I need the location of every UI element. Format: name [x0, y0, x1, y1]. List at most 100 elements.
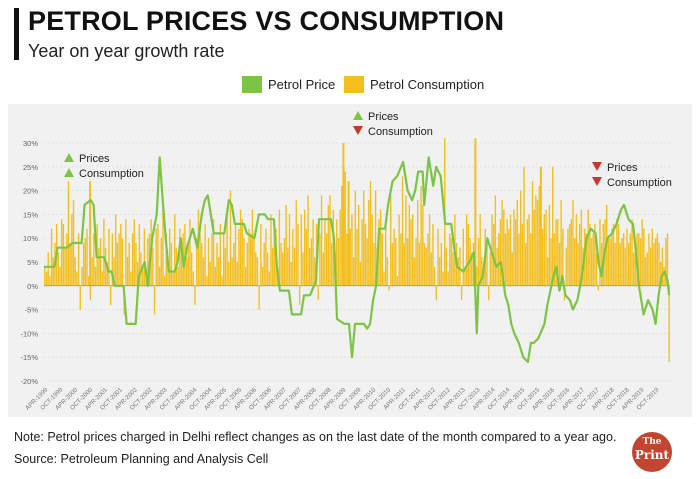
consumption-bar: [143, 228, 146, 286]
consumption-bar: [282, 252, 284, 286]
consumption-bar: [538, 185, 540, 286]
legend-swatch-consumption: [344, 76, 364, 93]
consumption-bar: [562, 228, 564, 286]
consumption-bar: [169, 228, 171, 286]
consumption-bar: [467, 223, 470, 286]
consumption-bar: [401, 176, 404, 286]
consumption-bar: [89, 285, 92, 301]
consumption-bar: [384, 223, 387, 286]
consumption-bar: [503, 209, 505, 286]
consumption-bar: [99, 238, 102, 286]
consumption-bar: [312, 219, 314, 286]
consumption-bar: [651, 228, 653, 286]
consumption-bar: [115, 214, 117, 286]
consumption-bar: [462, 228, 464, 286]
consumption-bar: [381, 233, 384, 286]
y-tick-label: 15%: [23, 210, 38, 219]
consumption-bar: [288, 214, 291, 286]
consumption-bar: [460, 285, 463, 301]
consumption-bar: [471, 252, 473, 286]
consumption-bar: [494, 195, 497, 286]
consumption-bar: [383, 271, 385, 286]
consumption-bar: [74, 257, 76, 286]
consumption-bar: [329, 195, 331, 286]
y-tick-label: 0%: [27, 282, 38, 291]
consumption-bar: [417, 200, 419, 286]
consumption-bar: [251, 209, 254, 286]
consumption-bar: [163, 276, 166, 286]
consumption-bar: [400, 233, 402, 286]
consumption-bar: [116, 242, 119, 286]
consumption-bar: [106, 262, 108, 286]
consumption-bar: [663, 266, 665, 286]
consumption-bar: [236, 262, 238, 286]
consumption-bar: [405, 195, 407, 286]
consumption-bar: [459, 247, 461, 286]
consumption-bar: [481, 257, 483, 286]
chart-subtitle: Year on year growth rate: [28, 41, 225, 61]
consumption-bar: [103, 219, 105, 286]
consumption-bar: [368, 200, 370, 286]
consumption-bar: [621, 238, 623, 286]
consumption-bar: [533, 209, 535, 286]
consumption-bar: [109, 285, 112, 305]
consumption-bar: [631, 219, 633, 286]
consumption-bar: [300, 214, 303, 286]
consumption-bar: [211, 233, 213, 286]
consumption-bar: [47, 252, 49, 286]
consumption-bar: [50, 228, 53, 286]
consumption-bar: [351, 214, 353, 286]
consumption-bar: [445, 247, 448, 286]
consumption-bar: [430, 252, 432, 286]
legend: Petrol Price Petrol Consumption: [0, 76, 696, 96]
consumption-bar: [337, 238, 340, 286]
consumption-bar: [320, 195, 323, 286]
consumption-bar: [307, 195, 309, 286]
consumption-spike-bar: [89, 181, 92, 286]
consumption-bar: [128, 242, 130, 286]
consumption-bar: [590, 238, 593, 286]
y-tick-label: 10%: [23, 234, 38, 243]
consumption-bar: [172, 271, 174, 286]
consumption-bar: [585, 233, 588, 286]
consumption-bar: [273, 219, 276, 286]
consumption-bar: [170, 242, 173, 286]
consumption-bar: [88, 276, 90, 286]
consumption-bar: [393, 228, 395, 286]
consumption-bar: [305, 228, 308, 286]
consumption-bar: [543, 214, 545, 286]
consumption-bar: [638, 233, 640, 286]
consumption-bar: [352, 257, 355, 286]
source-line: Source: Petroleum Planning and Analysis …: [14, 452, 269, 466]
consumption-bar: [221, 276, 223, 286]
footnote: Note: Petrol prices charged in Delhi ref…: [14, 430, 617, 444]
consumption-bar: [293, 247, 296, 286]
consumption-bar: [661, 247, 664, 286]
consumption-bar: [428, 214, 431, 286]
consumption-bar: [577, 242, 579, 286]
consumption-bar: [271, 247, 274, 286]
consumption-bar: [283, 238, 286, 286]
consumption-bar: [649, 247, 652, 286]
consumption-bar: [209, 262, 211, 286]
consumption-bar: [449, 233, 451, 286]
consumption-bar: [508, 228, 510, 286]
consumption-bar: [617, 223, 620, 286]
consumption-bar: [371, 214, 373, 286]
consumption-bar: [442, 271, 444, 286]
consumption-bar: [523, 166, 525, 286]
consumption-bar: [280, 242, 282, 286]
consumption-bar: [256, 257, 259, 286]
consumption-bar: [244, 266, 247, 286]
consumption-bar: [330, 242, 333, 286]
consumption-bar: [179, 228, 181, 286]
consumption-bar: [126, 257, 129, 286]
consumption-bar: [120, 223, 122, 286]
consumption-bar: [626, 228, 628, 286]
consumption-bar: [190, 252, 193, 286]
consumption-bar: [223, 233, 225, 286]
consumption-bar: [648, 233, 650, 286]
consumption-bar: [317, 285, 319, 301]
consumption-bar: [422, 204, 424, 286]
consumption-bar: [131, 233, 134, 286]
